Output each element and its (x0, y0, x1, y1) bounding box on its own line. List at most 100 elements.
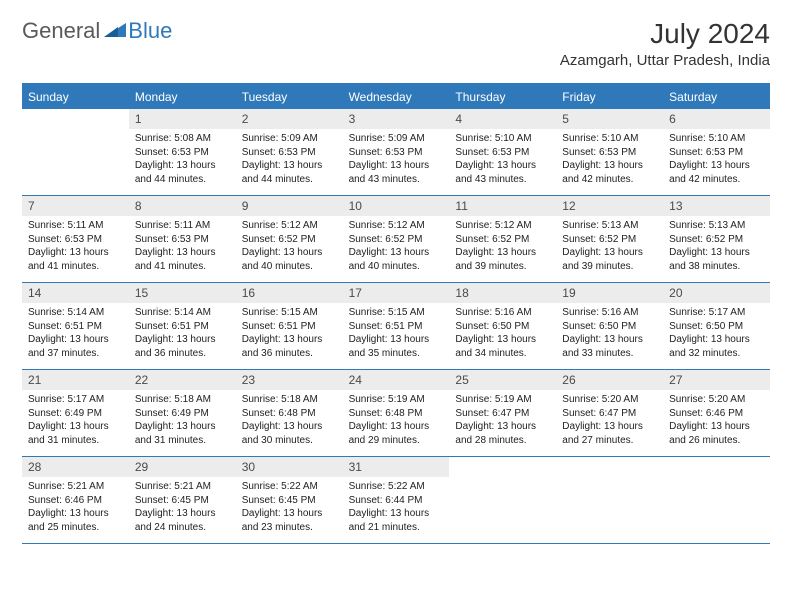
day-ss: Sunset: 6:52 PM (455, 233, 550, 247)
day-sr: Sunrise: 5:11 AM (135, 219, 230, 233)
day-sr: Sunrise: 5:10 AM (562, 132, 657, 146)
day-ss: Sunset: 6:48 PM (349, 407, 444, 421)
day-header-tuesday: Tuesday (236, 85, 343, 109)
day-cell (663, 457, 770, 543)
day-dl1: Daylight: 13 hours (28, 420, 123, 434)
day-dl2: and 29 minutes. (349, 434, 444, 448)
week-row: 21Sunrise: 5:17 AMSunset: 6:49 PMDayligh… (22, 370, 770, 457)
day-ss: Sunset: 6:53 PM (349, 146, 444, 160)
day-cell: 22Sunrise: 5:18 AMSunset: 6:49 PMDayligh… (129, 370, 236, 456)
day-dl2: and 36 minutes. (135, 347, 230, 361)
day-dl1: Daylight: 13 hours (562, 159, 657, 173)
day-dl1: Daylight: 13 hours (669, 159, 764, 173)
day-info: Sunrise: 5:11 AMSunset: 6:53 PMDaylight:… (22, 216, 129, 279)
day-ss: Sunset: 6:52 PM (349, 233, 444, 247)
day-ss: Sunset: 6:48 PM (242, 407, 337, 421)
day-ss: Sunset: 6:53 PM (562, 146, 657, 160)
day-header-friday: Friday (556, 85, 663, 109)
day-cell: 2Sunrise: 5:09 AMSunset: 6:53 PMDaylight… (236, 109, 343, 195)
day-number: 28 (22, 457, 129, 477)
day-number: 13 (663, 196, 770, 216)
day-dl2: and 21 minutes. (349, 521, 444, 535)
logo-text-blue: Blue (128, 18, 172, 44)
day-sr: Sunrise: 5:10 AM (669, 132, 764, 146)
day-cell: 6Sunrise: 5:10 AMSunset: 6:53 PMDaylight… (663, 109, 770, 195)
day-ss: Sunset: 6:44 PM (349, 494, 444, 508)
calendar: Sunday Monday Tuesday Wednesday Thursday… (22, 83, 770, 544)
day-sr: Sunrise: 5:10 AM (455, 132, 550, 146)
day-cell: 18Sunrise: 5:16 AMSunset: 6:50 PMDayligh… (449, 283, 556, 369)
day-number: 3 (343, 109, 450, 129)
day-header-sunday: Sunday (22, 85, 129, 109)
day-ss: Sunset: 6:53 PM (669, 146, 764, 160)
day-dl1: Daylight: 13 hours (242, 246, 337, 260)
day-sr: Sunrise: 5:21 AM (28, 480, 123, 494)
day-cell: 20Sunrise: 5:17 AMSunset: 6:50 PMDayligh… (663, 283, 770, 369)
day-dl1: Daylight: 13 hours (562, 333, 657, 347)
day-ss: Sunset: 6:52 PM (562, 233, 657, 247)
day-sr: Sunrise: 5:14 AM (28, 306, 123, 320)
day-info: Sunrise: 5:16 AMSunset: 6:50 PMDaylight:… (556, 303, 663, 366)
day-dl1: Daylight: 13 hours (455, 159, 550, 173)
day-ss: Sunset: 6:50 PM (562, 320, 657, 334)
day-cell (556, 457, 663, 543)
day-number: 2 (236, 109, 343, 129)
day-ss: Sunset: 6:47 PM (562, 407, 657, 421)
day-ss: Sunset: 6:53 PM (455, 146, 550, 160)
day-number: 7 (22, 196, 129, 216)
day-cell: 23Sunrise: 5:18 AMSunset: 6:48 PMDayligh… (236, 370, 343, 456)
day-dl2: and 35 minutes. (349, 347, 444, 361)
day-dl2: and 41 minutes. (135, 260, 230, 274)
day-cell: 31Sunrise: 5:22 AMSunset: 6:44 PMDayligh… (343, 457, 450, 543)
day-dl2: and 36 minutes. (242, 347, 337, 361)
week-row: 14 Sunrise: 5:14 AM Sunset: 6:51 PM Dayligh… (22, 283, 770, 370)
day-number: 14 (22, 283, 129, 303)
day-info: Sunrise: 5:12 AMSunset: 6:52 PMDaylight:… (449, 216, 556, 279)
day-dl1: Daylight: 13 hours (455, 333, 550, 347)
day-info: Sunrise: 5:18 AMSunset: 6:49 PMDaylight:… (129, 390, 236, 453)
day-cell: 10Sunrise: 5:12 AMSunset: 6:52 PMDayligh… (343, 196, 450, 282)
day-dl2: and 28 minutes. (455, 434, 550, 448)
day-info: Sunrise: 5:20 AMSunset: 6:46 PMDaylight:… (663, 390, 770, 453)
day-info: Sunrise: 5:16 AMSunset: 6:50 PMDaylight:… (449, 303, 556, 366)
day-number: 9 (236, 196, 343, 216)
day-cell: 26Sunrise: 5:20 AMSunset: 6:47 PMDayligh… (556, 370, 663, 456)
day-sr: Sunrise: 5:22 AM (242, 480, 337, 494)
day-dl2: and 38 minutes. (669, 260, 764, 274)
logo-triangle-icon (104, 21, 126, 42)
day-number: 17 (343, 283, 450, 303)
day-cell: 7Sunrise: 5:11 AMSunset: 6:53 PMDaylight… (22, 196, 129, 282)
day-info: Sunrise: 5:20 AMSunset: 6:47 PMDaylight:… (556, 390, 663, 453)
day-ss: Sunset: 6:50 PM (455, 320, 550, 334)
day-header-monday: Monday (129, 85, 236, 109)
day-dl1: Daylight: 13 hours (28, 246, 123, 260)
day-cell: 16Sunrise: 5:15 AMSunset: 6:51 PMDayligh… (236, 283, 343, 369)
day-dl1: Daylight: 13 hours (135, 420, 230, 434)
day-number: 16 (236, 283, 343, 303)
weeks-container: 1Sunrise: 5:08 AMSunset: 6:53 PMDaylight… (22, 109, 770, 544)
day-dl2: and 27 minutes. (562, 434, 657, 448)
day-dl2: and 41 minutes. (28, 260, 123, 274)
day-dl2: and 24 minutes. (135, 521, 230, 535)
day-sr: Sunrise: 5:12 AM (242, 219, 337, 233)
day-info: Sunrise: 5:09 AMSunset: 6:53 PMDaylight:… (236, 129, 343, 192)
day-dl1: Daylight: 13 hours (562, 246, 657, 260)
day-cell: 12Sunrise: 5:13 AMSunset: 6:52 PMDayligh… (556, 196, 663, 282)
day-dl2: and 30 minutes. (242, 434, 337, 448)
logo: General Blue (22, 18, 172, 44)
day-sr: Sunrise: 5:17 AM (669, 306, 764, 320)
day-ss: Sunset: 6:45 PM (242, 494, 337, 508)
day-ss: Sunset: 6:51 PM (242, 320, 337, 334)
day-dl2: and 39 minutes. (562, 260, 657, 274)
day-sr: Sunrise: 5:16 AM (455, 306, 550, 320)
day-cell: 9Sunrise: 5:12 AMSunset: 6:52 PMDaylight… (236, 196, 343, 282)
day-dl2: and 43 minutes. (455, 173, 550, 187)
day-ss: Sunset: 6:53 PM (135, 233, 230, 247)
day-cell: 24Sunrise: 5:19 AMSunset: 6:48 PMDayligh… (343, 370, 450, 456)
week-row: 28Sunrise: 5:21 AMSunset: 6:46 PMDayligh… (22, 457, 770, 544)
day-number: 23 (236, 370, 343, 390)
day-dl1: Daylight: 13 hours (135, 246, 230, 260)
day-info: Sunrise: 5:19 AMSunset: 6:48 PMDaylight:… (343, 390, 450, 453)
day-info: Sunrise: 5:11 AMSunset: 6:53 PMDaylight:… (129, 216, 236, 279)
day-cell: 8Sunrise: 5:11 AMSunset: 6:53 PMDaylight… (129, 196, 236, 282)
